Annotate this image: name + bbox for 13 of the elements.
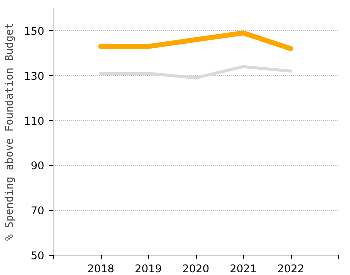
y-tick-label: 110 bbox=[24, 114, 45, 128]
x-tick-label: 2018 bbox=[87, 262, 115, 275]
y-tick-label: 90 bbox=[30, 160, 45, 173]
y-tick-label: 70 bbox=[30, 204, 45, 218]
y-tick-label: 150 bbox=[24, 24, 45, 38]
x-tick-label: 2021 bbox=[230, 262, 258, 275]
y-axis-title: % Spending above Foundation Budget bbox=[3, 22, 16, 242]
line-series bbox=[100, 65, 292, 80]
x-tick-label: 2022 bbox=[277, 262, 305, 275]
y-tick-label: 50 bbox=[30, 250, 45, 262]
y-tick-label: 130 bbox=[24, 70, 45, 83]
x-tick-label: 2020 bbox=[182, 262, 210, 275]
x-tick-label: 2019 bbox=[134, 262, 162, 275]
